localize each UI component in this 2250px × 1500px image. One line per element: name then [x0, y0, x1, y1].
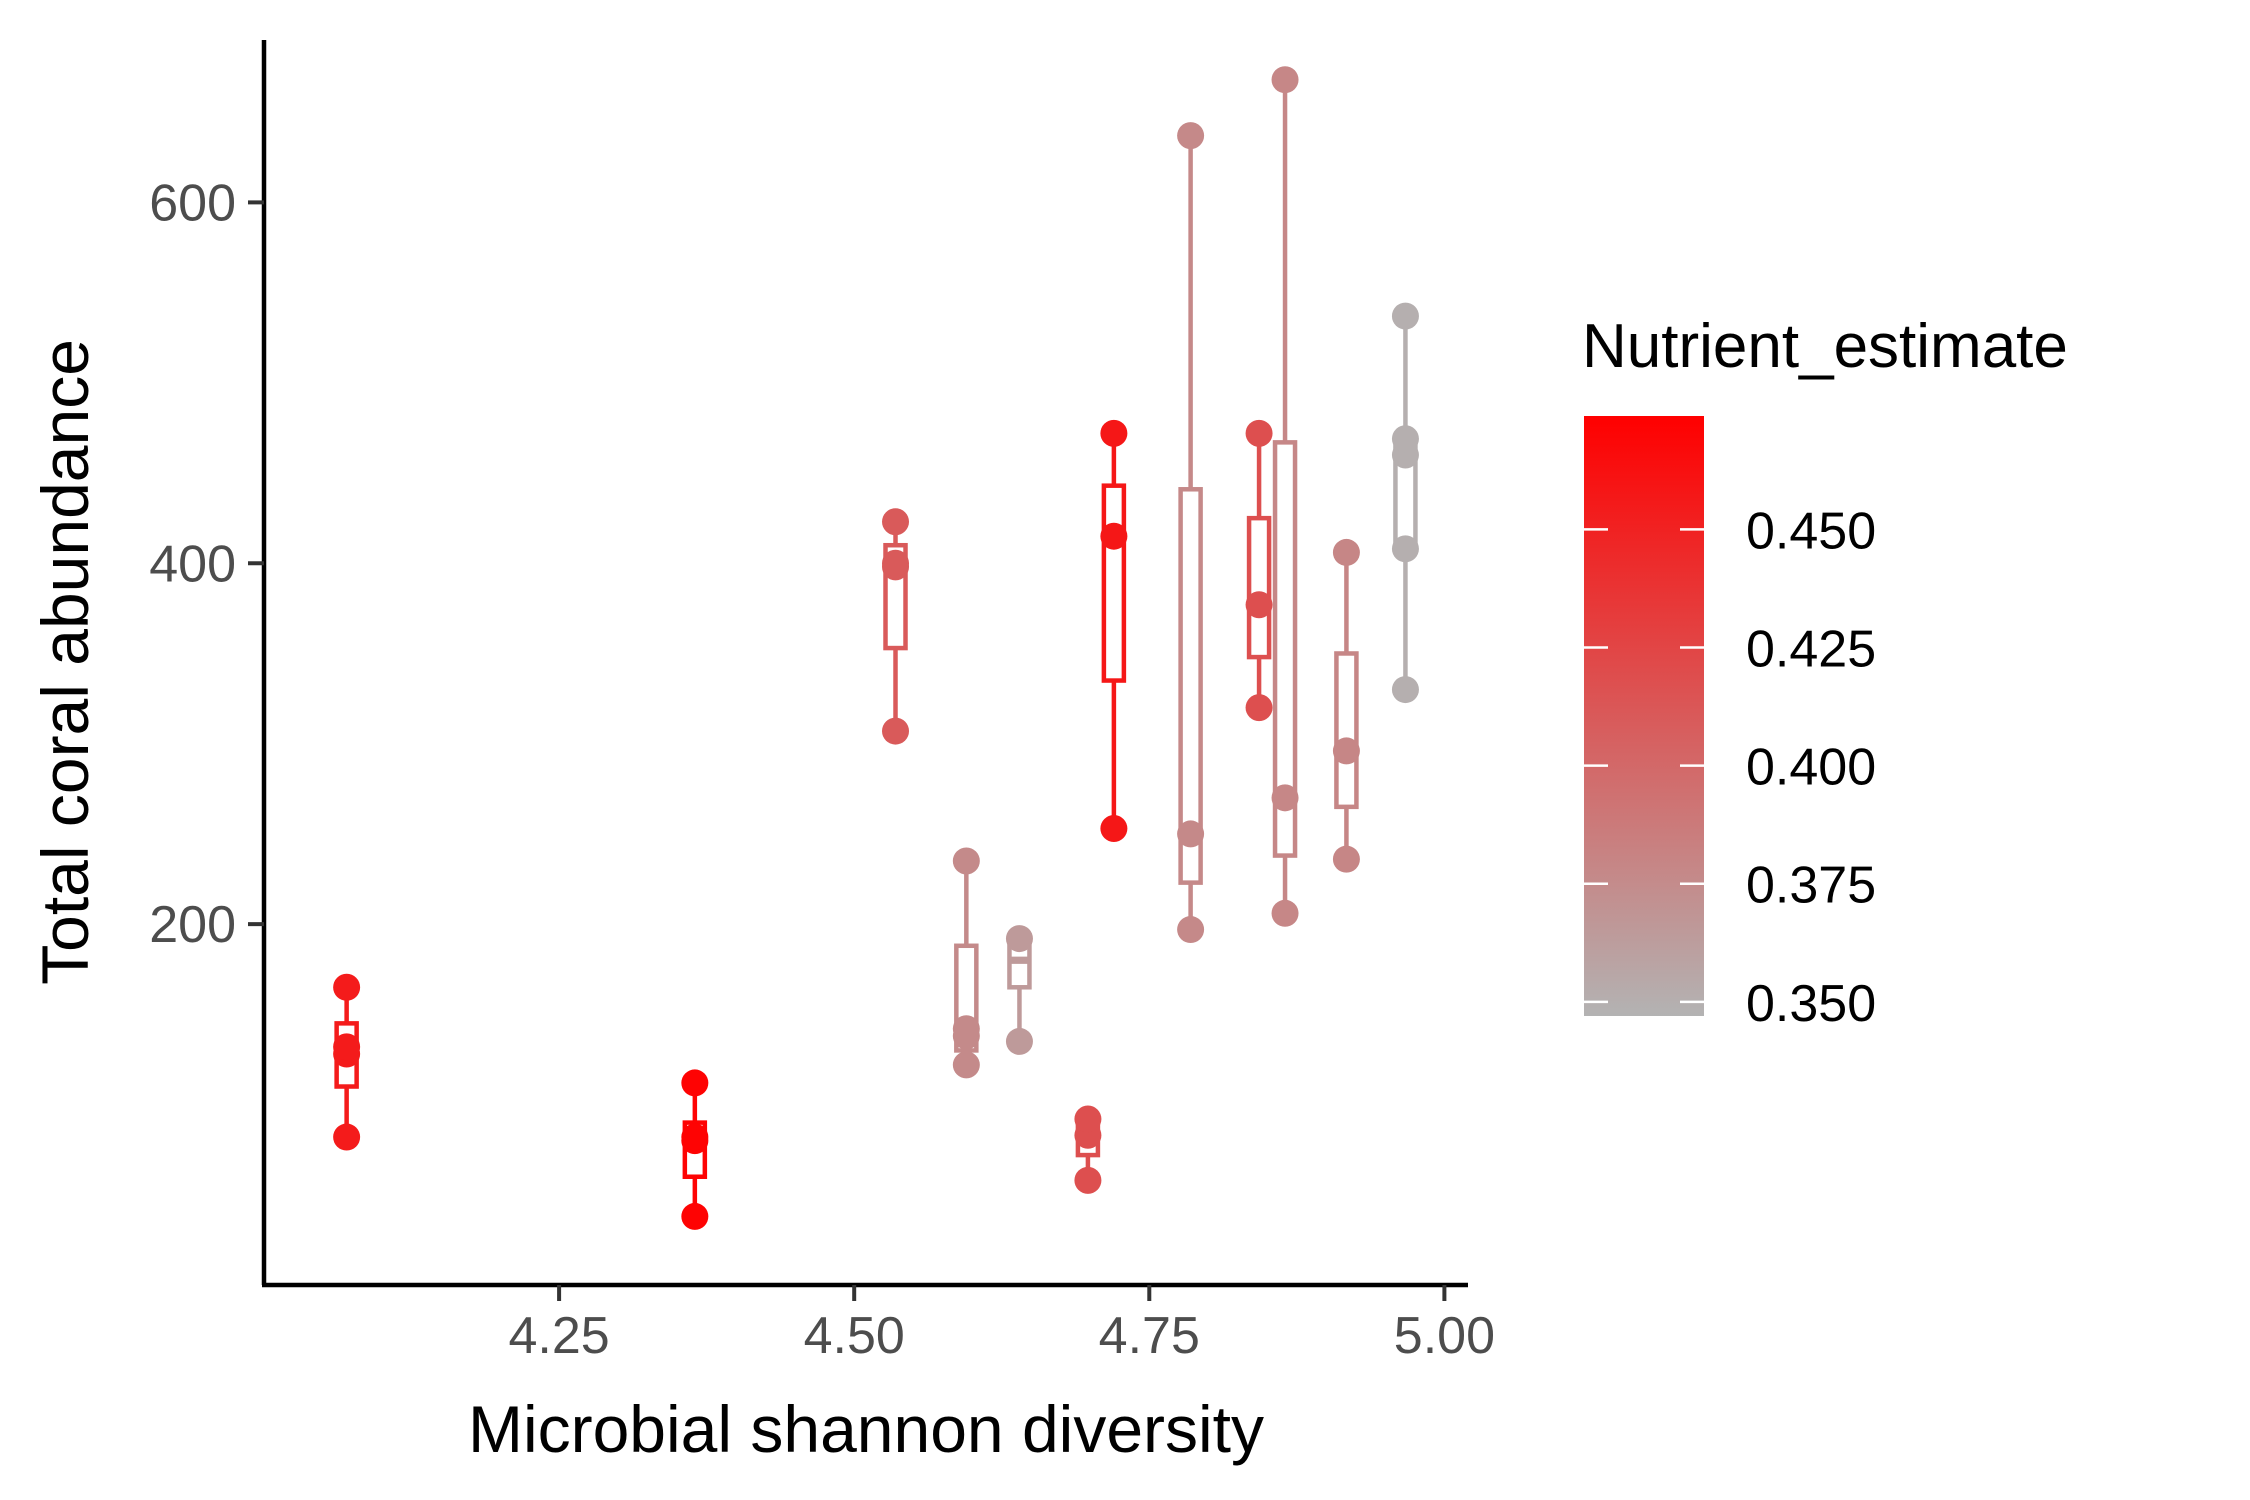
legend-break-label: 0.400 [1746, 739, 1876, 797]
data-point [1271, 784, 1299, 812]
data-point [1391, 676, 1419, 704]
legend-ticks: 0.450 0.425 0.400 0.375 0.350 [1584, 502, 1876, 1033]
data-point [1245, 591, 1273, 619]
box-group [681, 1069, 709, 1230]
data-point [1271, 66, 1299, 94]
y-axis-label: Total coral abundance [28, 339, 102, 985]
x-tick-label: 4.75 [1099, 1307, 1200, 1365]
box-group [1100, 419, 1128, 842]
data-point [1177, 122, 1205, 150]
data-point [952, 1015, 980, 1043]
legend-break-label: 0.425 [1746, 620, 1876, 678]
x-tick-label: 4.50 [804, 1307, 905, 1365]
legend-colorbar [1584, 416, 1704, 1016]
data-point [1391, 302, 1419, 330]
data-point [1332, 737, 1360, 765]
box-group [1271, 66, 1299, 927]
legend-break-label: 0.450 [1746, 502, 1876, 560]
data-point [1332, 538, 1360, 566]
y-tick-label: 600 [149, 174, 236, 232]
box-group [1074, 1105, 1102, 1194]
data-point [681, 1123, 709, 1151]
data-point [681, 1069, 709, 1097]
y-tick-label: 400 [149, 535, 236, 593]
data-point [882, 717, 910, 745]
data-point [681, 1202, 709, 1230]
data-point [333, 1123, 361, 1151]
data-point [333, 1033, 361, 1061]
box [1101, 483, 1127, 683]
box-group [1332, 538, 1360, 873]
box [1246, 515, 1272, 660]
plot-marks [333, 66, 1419, 1230]
ticks: 4.25 4.50 4.75 5.00 200 400 600 [149, 174, 1495, 1365]
data-point [1177, 820, 1205, 848]
box [1178, 487, 1203, 885]
legend: Nutrient_estimate 0.4500.4250.4000.3750.… [1582, 312, 2068, 1033]
data-point [952, 1051, 980, 1079]
data-point [952, 847, 980, 875]
data-point [1005, 1027, 1033, 1055]
box-group [952, 847, 980, 1079]
data-point [1177, 916, 1205, 944]
legend-title: Nutrient_estimate [1582, 312, 2068, 381]
data-point [1005, 925, 1033, 953]
x-tick-label: 5.00 [1394, 1307, 1495, 1365]
data-point [1074, 1166, 1102, 1194]
legend-break-label: 0.350 [1746, 975, 1876, 1033]
box-group [1005, 925, 1033, 1055]
box-group [882, 508, 910, 745]
box-group [1245, 419, 1273, 722]
data-point [882, 508, 910, 536]
data-point [1245, 694, 1273, 722]
x-axis-label: Microbial shannon diversity [468, 1392, 1264, 1466]
box-group [1177, 122, 1205, 944]
data-point [1100, 815, 1128, 842]
data-point [882, 549, 910, 577]
y-tick-label: 200 [149, 896, 236, 954]
data-point [1074, 1105, 1102, 1133]
legend-break-label: 0.375 [1746, 857, 1876, 915]
data-point [1271, 899, 1299, 927]
data-point [1391, 535, 1419, 563]
box [1272, 440, 1298, 858]
x-tick-label: 4.25 [508, 1307, 609, 1365]
data-point [1100, 522, 1128, 550]
data-point [333, 973, 361, 1001]
box [1334, 651, 1359, 810]
axes [261, 40, 1468, 1288]
data-point [1245, 419, 1273, 447]
box-group [333, 973, 361, 1151]
box-group [1391, 302, 1419, 704]
data-point [1391, 425, 1419, 453]
data-point [1100, 419, 1128, 447]
data-point [1332, 845, 1360, 873]
